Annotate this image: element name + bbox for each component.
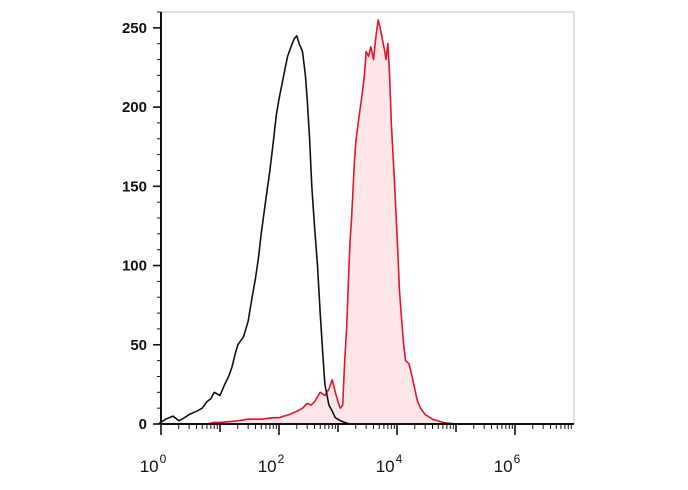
x-tick-label: 100 bbox=[140, 452, 167, 476]
x-tick-label: 106 bbox=[494, 452, 521, 476]
y-tick-label: 200 bbox=[122, 99, 147, 116]
series-2-line bbox=[206, 19, 572, 425]
y-tick-label: 0 bbox=[139, 416, 147, 433]
y-tick-label: 150 bbox=[122, 178, 147, 195]
series-1-line bbox=[157, 35, 572, 425]
y-tick-label: 250 bbox=[122, 20, 147, 37]
x-axis: 100 102 104 106 bbox=[140, 423, 574, 476]
x-tick-label: 104 bbox=[376, 452, 403, 476]
y-tick-label: 100 bbox=[122, 258, 147, 275]
series-layer bbox=[157, 19, 572, 425]
y-tick-label: 50 bbox=[130, 337, 147, 354]
y-axis: 0 50 100 150 200 250 bbox=[122, 11, 162, 433]
series-2-area bbox=[206, 19, 572, 425]
x-tick-label: 102 bbox=[258, 452, 285, 476]
